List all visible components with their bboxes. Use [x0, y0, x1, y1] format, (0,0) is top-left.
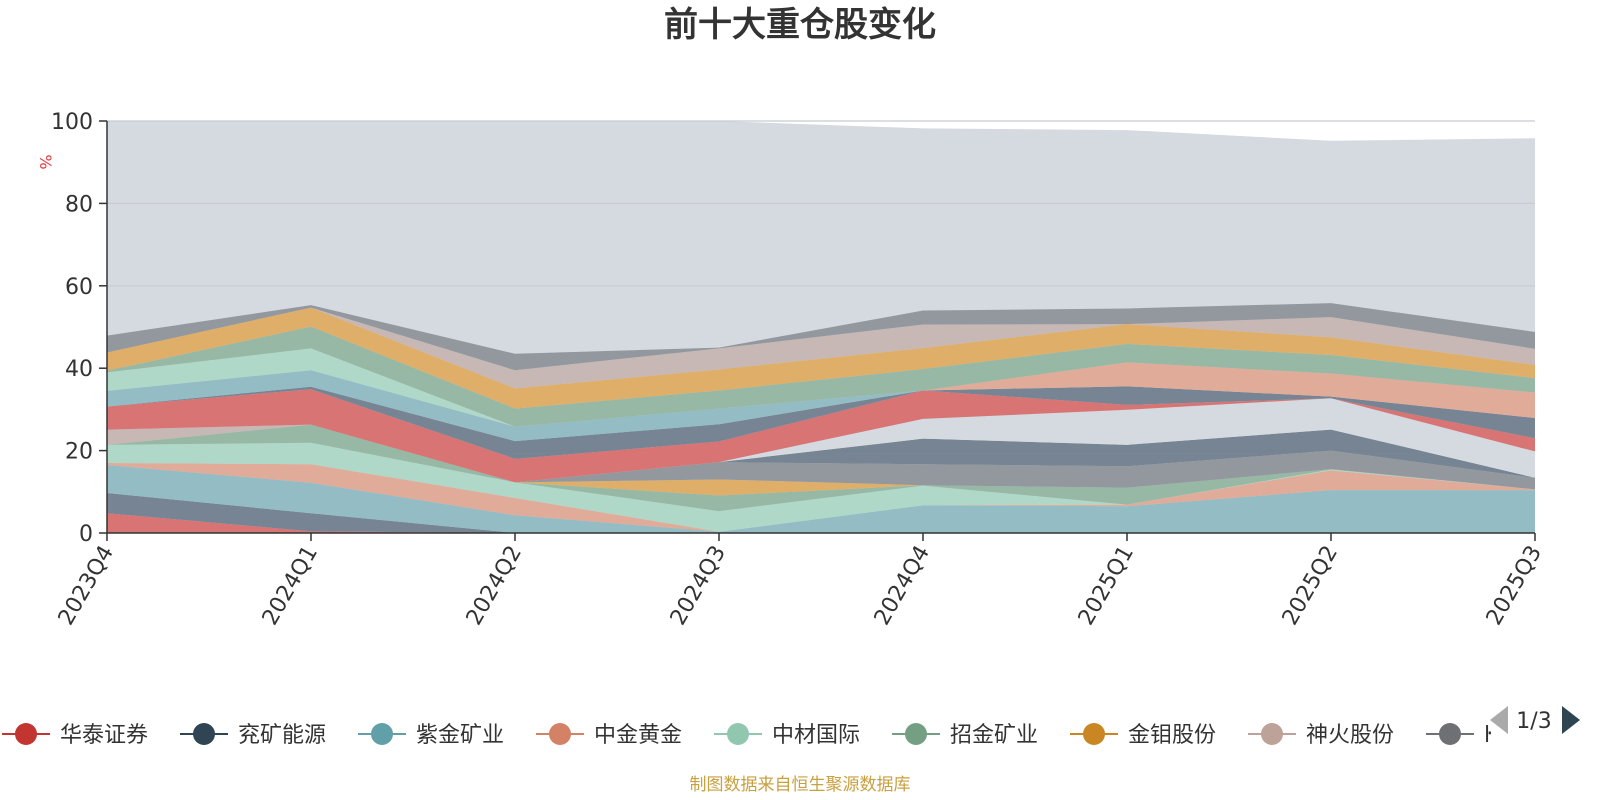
- area-series-band: [107, 465, 1535, 533]
- legend-item[interactable]: 紫金矿业: [358, 723, 504, 748]
- y-tick-label: 60: [65, 275, 93, 300]
- data-source-note: 制图数据来自恒生聚源数据库: [690, 775, 911, 795]
- legend-label: ŀ: [1484, 723, 1492, 748]
- legend-marker-icon: [727, 723, 749, 745]
- area-series-band: [107, 462, 1535, 532]
- legend-marker-icon: [1083, 723, 1105, 745]
- legend-item[interactable]: 华泰证券: [2, 723, 148, 748]
- x-tick-label: 2024Q3: [666, 542, 731, 630]
- legend-item[interactable]: 神火股份: [1248, 723, 1394, 748]
- y-tick-label: 20: [65, 440, 93, 465]
- legend-label: 兖矿能源: [238, 723, 326, 748]
- legend-item[interactable]: 中材国际: [714, 723, 860, 748]
- legend-marker-icon: [905, 723, 927, 745]
- area-series-band: [107, 442, 1535, 532]
- area-series-band: [107, 513, 1535, 533]
- legend-label: 招金矿业: [950, 723, 1038, 748]
- chart-title: 前十大重仓股变化: [664, 5, 936, 45]
- area-series-band: [107, 307, 1535, 389]
- y-tick-label: 100: [51, 110, 93, 135]
- legend-item[interactable]: 中金黄金: [536, 723, 682, 748]
- area-series-group: [107, 303, 1535, 533]
- x-tick-labels: 2023Q4 2024Q1 2024Q2 2024Q3 2024Q4 2025Q1 2025…: [54, 542, 1547, 630]
- legend-marker-icon: [193, 723, 215, 745]
- legend-marker-icon: [1439, 723, 1461, 745]
- legend-label: 华泰证券: [60, 723, 148, 748]
- legend-marker-icon: [1261, 723, 1283, 745]
- x-tick-label: 2025Q3: [1482, 542, 1547, 630]
- x-tick-label: 2023Q4: [54, 542, 119, 630]
- y-tick-label: 40: [65, 357, 93, 382]
- area-series-band: [107, 424, 1535, 483]
- area-series-band: [107, 303, 1535, 371]
- x-tick-label: 2024Q4: [870, 542, 935, 630]
- legend-marker-icon: [371, 723, 393, 745]
- legend-marker-icon: [15, 723, 37, 745]
- area-series-band: [107, 326, 1535, 427]
- legend-item[interactable]: 兖矿能源: [180, 723, 326, 748]
- legend-item[interactable]: 招金矿业: [892, 723, 1038, 748]
- area-series-band: [107, 370, 1535, 442]
- legend-pager[interactable]: 1/3: [1490, 706, 1580, 734]
- area-series-band: [107, 398, 1535, 483]
- legend-page-indicator: 1/3: [1516, 709, 1551, 734]
- legend-item[interactable]: ŀ: [1426, 723, 1492, 748]
- legend-label: 中金黄金: [594, 723, 682, 748]
- y-tick-label: 0: [79, 522, 93, 547]
- legend-label: 紫金矿业: [416, 723, 504, 748]
- legend-prev-page-icon[interactable]: [1490, 706, 1508, 734]
- axes-group: [99, 120, 1536, 541]
- x-tick-label: 2025Q1: [1074, 542, 1139, 630]
- x-tick-label: 2024Q2: [462, 542, 527, 630]
- legend-marker-icon: [549, 723, 571, 745]
- area-series-band: [107, 386, 1535, 459]
- x-tick-label: 2025Q2: [1278, 542, 1343, 630]
- legend-next-page-icon[interactable]: [1562, 706, 1580, 734]
- legend[interactable]: 华泰证券 兖矿能源 紫金矿业 中金黄金 中材国际 招金矿业 金钼股份 神火股份 ŀ: [2, 723, 1492, 748]
- area-series-band: [107, 307, 1535, 409]
- area-series-band: [107, 424, 1535, 512]
- y-axis-unit-label: %: [36, 154, 55, 169]
- area-series-band: [107, 424, 1535, 490]
- x-tick-label: 2024Q1: [258, 542, 323, 630]
- y-tick-labels: 0 20 40 60 80 100: [51, 110, 93, 547]
- area-series-band: [107, 348, 1535, 427]
- y-tick-label: 80: [65, 192, 93, 217]
- legend-label: 神火股份: [1306, 723, 1394, 748]
- legend-label: 中材国际: [772, 723, 860, 748]
- legend-item[interactable]: 金钼股份: [1070, 723, 1216, 748]
- area-series-band: [107, 362, 1535, 427]
- area-series-band: [107, 389, 1535, 483]
- legend-label: 金钼股份: [1128, 723, 1216, 748]
